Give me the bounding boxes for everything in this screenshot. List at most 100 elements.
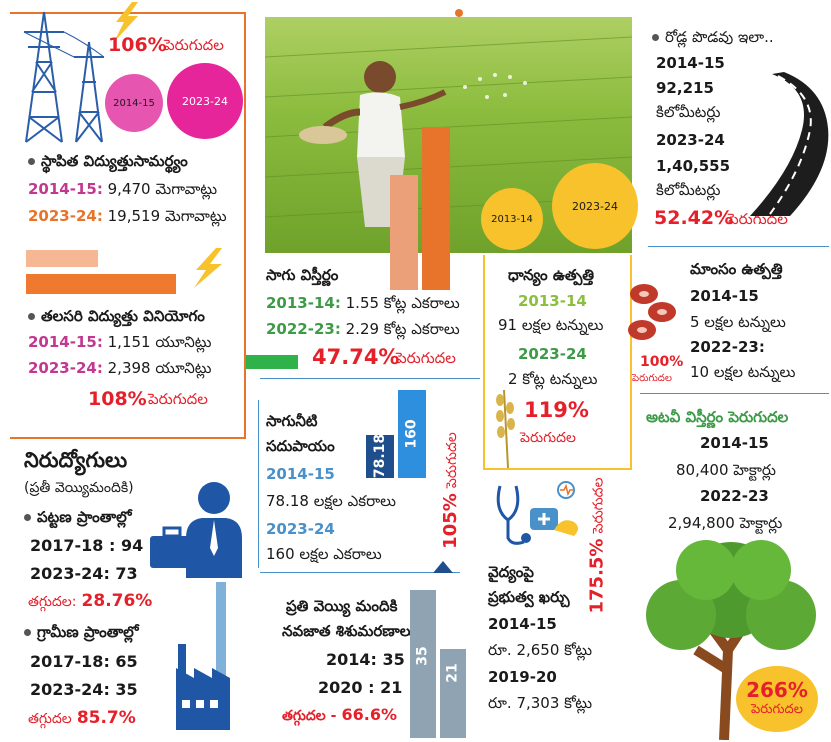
power-row-1: 2014-15: 9,470 మెగావాట్లు: [28, 180, 217, 202]
urban-drop: తగ్గుదల: 28.76%: [28, 591, 152, 613]
irrigation-growth: 105% పెరుగుదల: [424, 430, 478, 550]
year: 2023-24:: [28, 359, 103, 377]
grain-row-1-year: 2013-14: [518, 292, 587, 310]
lightning-icon: [194, 248, 222, 288]
bar-label: 160: [404, 419, 421, 449]
percapita-row-2: 2023-24: 2,398 యూనిట్లు: [28, 359, 212, 381]
health-row-1-year: 2014-15: [488, 615, 557, 633]
bullet-icon: [28, 158, 35, 165]
divider: [260, 572, 460, 573]
grain-row-1-value: 91 లక్షల టన్నులు: [498, 316, 604, 334]
roads-row-2-year: 2023-24: [656, 131, 725, 149]
urban-title: పట్టణ ప్రాంతాల్లో: [24, 508, 132, 530]
health-row-1-value: రూ. 2,650 కోట్లు: [488, 641, 593, 659]
irrigation-row-1-year: 2014-15: [266, 465, 335, 483]
percapita-growth-pct: 108%: [88, 388, 147, 410]
section-border: [10, 437, 246, 439]
roads-row-1-year: 2014-15: [656, 54, 725, 72]
divider: [648, 246, 829, 247]
forest-row-2-year: 2022-23: [700, 487, 769, 505]
infant-row-1: 2014: 35: [326, 650, 405, 669]
percapita-row-1: 2014-15: 1,151 యూనిట్లు: [28, 333, 212, 355]
power-pylon-icon: [23, 11, 105, 143]
cultivation-growth-pct: 47.74%: [312, 345, 400, 369]
businessman-icon: [150, 482, 242, 578]
health-growth: 175.5% పెరుగుదల: [574, 470, 622, 620]
irrigation-growth-rotated: 105% పెరుగుదల: [440, 432, 463, 549]
rural-title-text: గ్రామీణ ప్రాంతాల్లో: [37, 623, 139, 641]
circle-label: 2014-15: [113, 97, 155, 109]
rural-row-2: 2023-24: 35: [30, 680, 138, 699]
health-growth-word: పెరుగుదల: [590, 477, 607, 533]
health-growth-pct: 175.5%: [586, 538, 608, 613]
power-row-2: 2023-24: 19,519 మెగావాట్లు: [28, 207, 227, 229]
bar-2014-15: [26, 250, 98, 267]
health-row-2-year: 2019-20: [488, 668, 557, 686]
unemployment-subtitle: (ప్రతీ వెయ్యిమందికి): [24, 480, 134, 496]
health-title-2: ప్రభుత్వ ఖర్చు: [488, 588, 570, 606]
grain-growth-pct: 119%: [524, 398, 589, 422]
medical-icons: [496, 481, 578, 545]
year: 2013-14:: [266, 294, 341, 312]
grain-title: ధాన్యం ఉత్పత్తి: [508, 266, 595, 284]
marker-dot: [455, 9, 463, 17]
roads-title: రోడ్ల పొడవు ఇలా..: [652, 28, 774, 50]
cultivation-growth-word: పెరుగుదల: [396, 349, 456, 367]
meat-row-2-year: 2022-23:: [690, 338, 765, 356]
forest-growth-badge: 266% పెరుగుదల: [736, 666, 818, 732]
meat-icon: [628, 284, 676, 340]
road-icon: [750, 72, 829, 216]
power-growth-pct: 106%: [108, 34, 167, 56]
section-border: [244, 12, 246, 439]
bar-label: 35: [414, 646, 431, 666]
value: 19,519 మెగావాట్లు: [107, 207, 227, 225]
infant-title-2: నవజాత శిశుమరణాలు: [282, 622, 416, 640]
factory-icon: [176, 582, 230, 730]
circle-label: 2023-24: [572, 199, 618, 213]
drop-label: తగ్గుదల: [28, 711, 72, 727]
grain-row-2-year: 2023-24: [518, 345, 587, 363]
drop-value: 85.7%: [76, 708, 136, 728]
forest-growth-word: పెరుగుదల: [751, 702, 803, 717]
bar-2014: 35: [410, 590, 436, 738]
section-border: [483, 255, 485, 470]
divider: [260, 378, 480, 379]
infant-title-1: ప్రతి వెయ్యి మందికి: [286, 597, 398, 615]
rural-row-1: 2017-18: 65: [30, 652, 138, 671]
drop-label: తగ్గుదల -: [282, 708, 337, 724]
year: 2014-15:: [28, 180, 103, 198]
rural-title: గ్రామీణ ప్రాంతాల్లో: [24, 623, 139, 645]
irrigation-row-2-value: 160 లక్షల ఎకరాలు: [266, 545, 382, 563]
forest-growth-pct: 266%: [746, 678, 808, 702]
percapita-growth-word: పెరుగుదల: [148, 390, 208, 408]
year: 2023-24:: [28, 207, 103, 225]
bullet-icon: [24, 629, 31, 636]
bar-2023-24: [26, 274, 176, 294]
urban-title-text: పట్టణ ప్రాంతాల్లో: [37, 508, 132, 526]
circle-2023-24: 2023-24: [552, 163, 638, 249]
circle-label: 2013-14: [491, 213, 533, 225]
power-title-text: స్థాపిత విద్యుత్తుసామర్థ్యం: [41, 152, 188, 170]
unemployment-title: నిరుద్యోగులు: [24, 448, 128, 472]
irrigation-row-2-year: 2023-24: [266, 520, 335, 538]
circle-2013-14: 2013-14: [481, 188, 543, 250]
bar-label: 78.18: [372, 434, 389, 479]
meat-title: మాంసం ఉత్పత్తి: [690, 260, 783, 278]
lightning-icon: [114, 2, 138, 42]
rural-drop: తగ్గుదల 85.7%: [28, 708, 136, 730]
section-border: [630, 255, 632, 470]
roads-row-2-value: 1,40,555: [656, 157, 731, 175]
power-title: స్థాపిత విద్యుత్తుసామర్థ్యం: [28, 152, 188, 174]
value: 1.55 కోట్ల ఎకరాలు: [345, 294, 460, 312]
roads-row-1-value: 92,215: [656, 79, 714, 97]
roads-row-2-unit: కిలోమీటర్లు: [656, 181, 721, 199]
power-growth-word: పెరుగుదల: [164, 36, 224, 54]
cultivation-row-2: 2022-23: 2.29 కోట్ల ఎకరాలు: [266, 320, 460, 342]
irrigation-row-1-value: 78.18 లక్షల ఎకరాలు: [266, 492, 396, 510]
urban-row-1: 2017-18 : 94: [30, 536, 144, 555]
section-border: [258, 400, 259, 568]
irrigation-title-2: సదుపాయం: [266, 437, 335, 455]
cultivation-row-1: 2013-14: 1.55 కోట్ల ఎకరాలు: [266, 294, 460, 316]
roads-growth-pct: 52.42%: [654, 207, 734, 229]
meat-row-1-value: 5 లక్షల టన్నులు: [690, 313, 786, 331]
